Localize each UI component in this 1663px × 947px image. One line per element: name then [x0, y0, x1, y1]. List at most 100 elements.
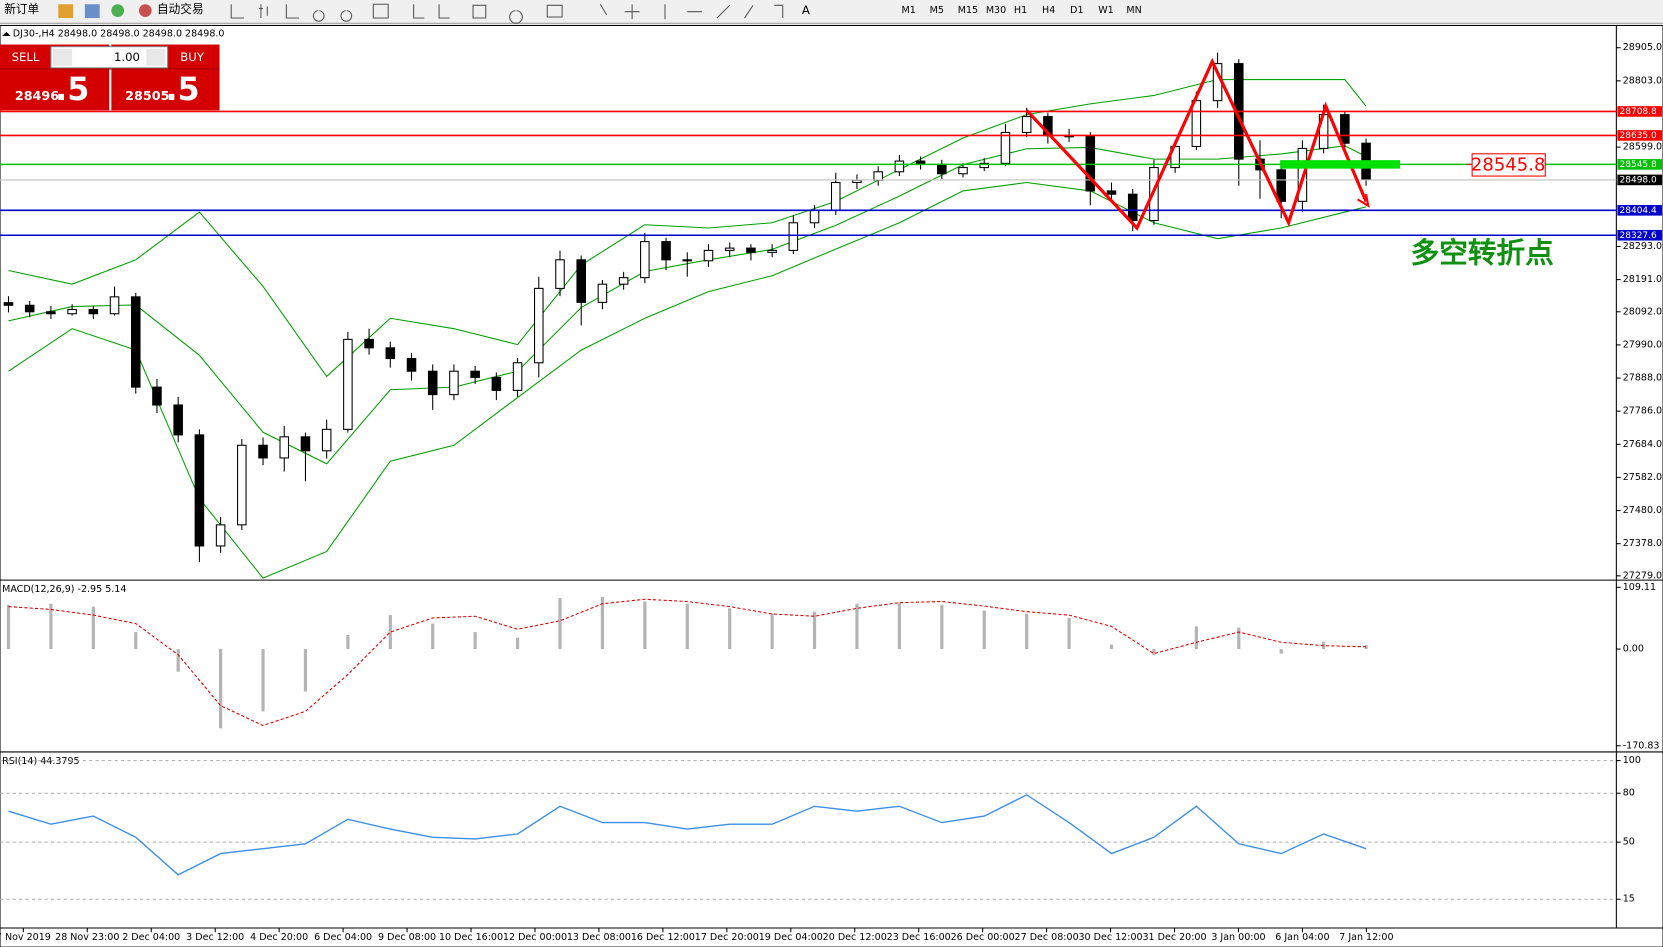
candle-body [746, 247, 756, 253]
x-tick-label: 6 Jan 04:00 [1275, 932, 1329, 943]
timeframe-button[interactable]: D1 [1070, 5, 1083, 16]
auto-trade-button[interactable]: 自动交易 [157, 2, 204, 16]
candle-body [343, 338, 353, 430]
candle-body [194, 434, 205, 547]
lot-box[interactable] [50, 46, 169, 69]
lot-value[interactable]: 1.00 [114, 50, 140, 64]
buy-button[interactable]: BUY [180, 50, 205, 64]
macd-bar [855, 603, 859, 650]
sell-button[interactable]: SELL [12, 50, 40, 64]
y-tick-label: 27279.0 [1623, 570, 1662, 581]
y-tick-label: 28599.0 [1623, 142, 1662, 153]
pivot-zone [1280, 160, 1400, 169]
candle-body [385, 347, 396, 360]
level-label-bg [1617, 229, 1662, 241]
x-tick-label: 10 Dec 16:00 [439, 932, 503, 943]
timeframe-button[interactable]: W1 [1098, 5, 1114, 16]
candle-body [512, 362, 523, 391]
y-tick-label: 27990.0 [1623, 339, 1662, 350]
candle-body [1021, 116, 1032, 134]
macd-bar [685, 603, 689, 650]
macd-bar [134, 632, 138, 650]
y-tick-label: 27684.0 [1623, 439, 1662, 450]
y-tick-label: 28293.0 [1623, 241, 1662, 252]
note: 多空转折点 [1411, 236, 1554, 270]
candle-body [237, 444, 247, 526]
macd-bar [558, 598, 562, 650]
x-tick-label: 3 Dec 12:00 [186, 932, 244, 943]
y-tick-label: 80 [1623, 788, 1635, 799]
candle-body [618, 277, 629, 285]
macd-bar [1279, 649, 1283, 654]
level-label-bg [1617, 205, 1662, 216]
candle-body [3, 302, 14, 306]
candle-body [152, 386, 162, 406]
y-tick-label: 27888.0 [1623, 373, 1662, 384]
level-label-bg [1617, 159, 1662, 170]
candle-body [470, 370, 480, 378]
candle-body [1191, 100, 1202, 147]
x-tick-label: 4 Dec 20:00 [250, 932, 308, 943]
icon [138, 4, 152, 17]
spin-up[interactable] [146, 48, 166, 66]
timeframe-button[interactable]: H1 [1014, 5, 1027, 16]
timeframe-button[interactable]: M1 [902, 5, 916, 16]
candle-body [576, 259, 586, 303]
toolbar [0, 0, 1663, 24]
y-tick-label: 50 [1623, 837, 1635, 848]
macd-bar [600, 596, 605, 650]
x-tick-label: 20 Dec 12:00 [823, 932, 887, 943]
candle-body [830, 181, 841, 211]
candle-body [449, 370, 459, 396]
candle-body [427, 370, 438, 396]
x-tick-label: 12 Dec 00:00 [503, 932, 567, 943]
timeframe-button[interactable]: M5 [930, 5, 944, 16]
level-label-bg [1617, 106, 1662, 117]
candle-body [321, 428, 332, 452]
timeframe-button[interactable]: H4 [1042, 5, 1055, 16]
macd-bar [1194, 626, 1198, 650]
y-tick-label: 28905.0 [1623, 42, 1662, 53]
candle-body [555, 259, 565, 289]
macd-bar [49, 603, 53, 650]
candle-body [258, 444, 268, 459]
candle-body [640, 241, 650, 279]
new-order-button[interactable]: 新订单 [4, 2, 39, 16]
band-line [8, 79, 1367, 378]
candle-body [534, 287, 544, 364]
timeframe-button[interactable]: M30 [986, 5, 1006, 16]
candle-body [894, 160, 905, 173]
candle-body [852, 179, 862, 184]
x-tick-label: 23 Dec 16:00 [887, 932, 951, 943]
macd-bar [515, 637, 520, 650]
level-label: 28404.4 [1620, 206, 1657, 216]
macd-bar [346, 634, 350, 650]
spin-down[interactable] [53, 48, 73, 66]
x-tick-label: 27 Dec 08:00 [1015, 932, 1079, 943]
macd-bar [261, 649, 265, 712]
y-tick-label: 28092.0 [1623, 306, 1662, 317]
text-tool[interactable]: A [802, 3, 810, 17]
candle-body [724, 247, 735, 251]
macd-signal [8, 598, 1367, 727]
candle-body [300, 436, 311, 452]
candle-body [215, 524, 226, 547]
level-label-bg [1617, 174, 1662, 186]
candle-body [406, 358, 417, 372]
x-tick-label: 3 Jan 00:00 [1211, 932, 1265, 943]
timeframe-button[interactable]: M15 [958, 5, 978, 16]
level-label: 28498.0 [1620, 175, 1657, 185]
x-tick-label: 7 Jan 12:00 [1339, 932, 1393, 943]
icon [111, 4, 125, 17]
timeframe-button[interactable]: MN [1126, 5, 1141, 16]
candle-body [24, 304, 35, 313]
icon [58, 4, 74, 19]
macd-bar [1364, 645, 1368, 650]
x-tick-label: 13 Dec 08:00 [567, 932, 631, 943]
candle-body [703, 249, 714, 262]
level-label: 28327.6 [1620, 231, 1657, 241]
candle-body [364, 338, 374, 349]
band-line [8, 181, 1367, 579]
y-tick-label: 27480.0 [1623, 505, 1662, 516]
macd-bar [303, 649, 308, 692]
